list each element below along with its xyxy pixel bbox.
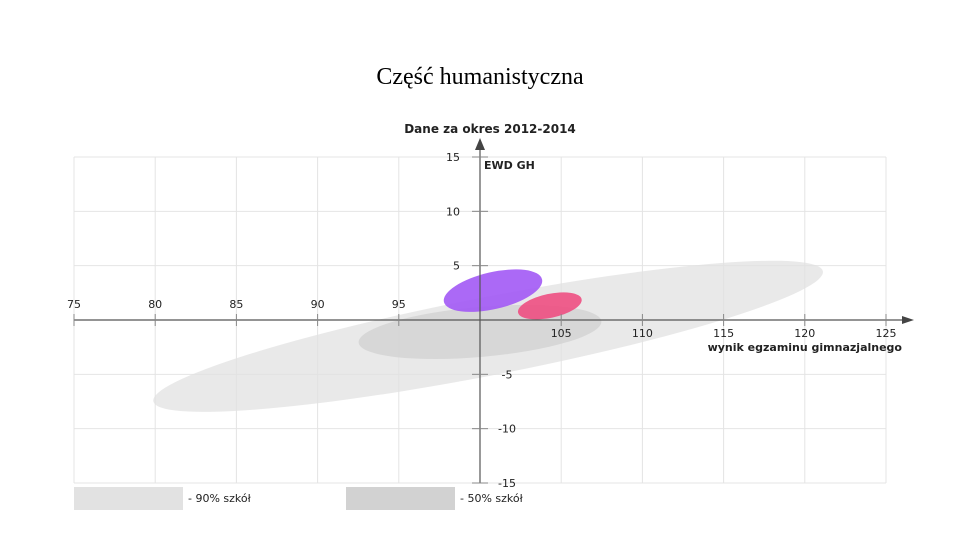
chart-legend: - 90% szkół - 50% szkół	[74, 487, 524, 510]
legend-label-1: - 90% szkół	[188, 492, 252, 505]
x-tick-label: 120	[794, 327, 815, 340]
x-tick-label: 105	[551, 327, 572, 340]
x-tick-label: 85	[229, 298, 243, 311]
chart-axes	[73, 138, 914, 484]
chart-subtitle: Dane za okres 2012-2014	[404, 122, 576, 136]
y-tick-label: -10	[498, 423, 516, 436]
y-axis-title: EWD GH	[484, 159, 535, 172]
x-tick-label: 125	[876, 327, 897, 340]
x-tick-label: 75	[67, 298, 81, 311]
x-tick-label: 90	[311, 298, 325, 311]
chart-series	[443, 269, 582, 320]
result-ellipse-1	[443, 269, 543, 312]
y-tick-label: -15	[498, 477, 516, 490]
x-tick-label: 115	[713, 327, 734, 340]
y-tick-label: 15	[446, 151, 460, 164]
slide-title: Część humanistyczna	[376, 64, 584, 90]
legend-label-2: - 50% szkół	[460, 492, 524, 505]
x-tick-label: 95	[392, 298, 406, 311]
x-tick-label: 80	[148, 298, 162, 311]
x-tick-label: 110	[632, 327, 653, 340]
result-ellipse-2	[517, 292, 582, 320]
y-tick-label: -5	[502, 368, 513, 381]
y-tick-label: 5	[453, 260, 460, 273]
x-axis-arrow	[902, 316, 914, 324]
legend-swatch-2	[346, 487, 455, 510]
legend-swatch-1	[74, 487, 183, 510]
y-axis-arrow	[475, 138, 485, 150]
x-axis-title: wynik egzaminu gimnazjalnego	[708, 341, 903, 354]
y-tick-label: 10	[446, 205, 460, 218]
